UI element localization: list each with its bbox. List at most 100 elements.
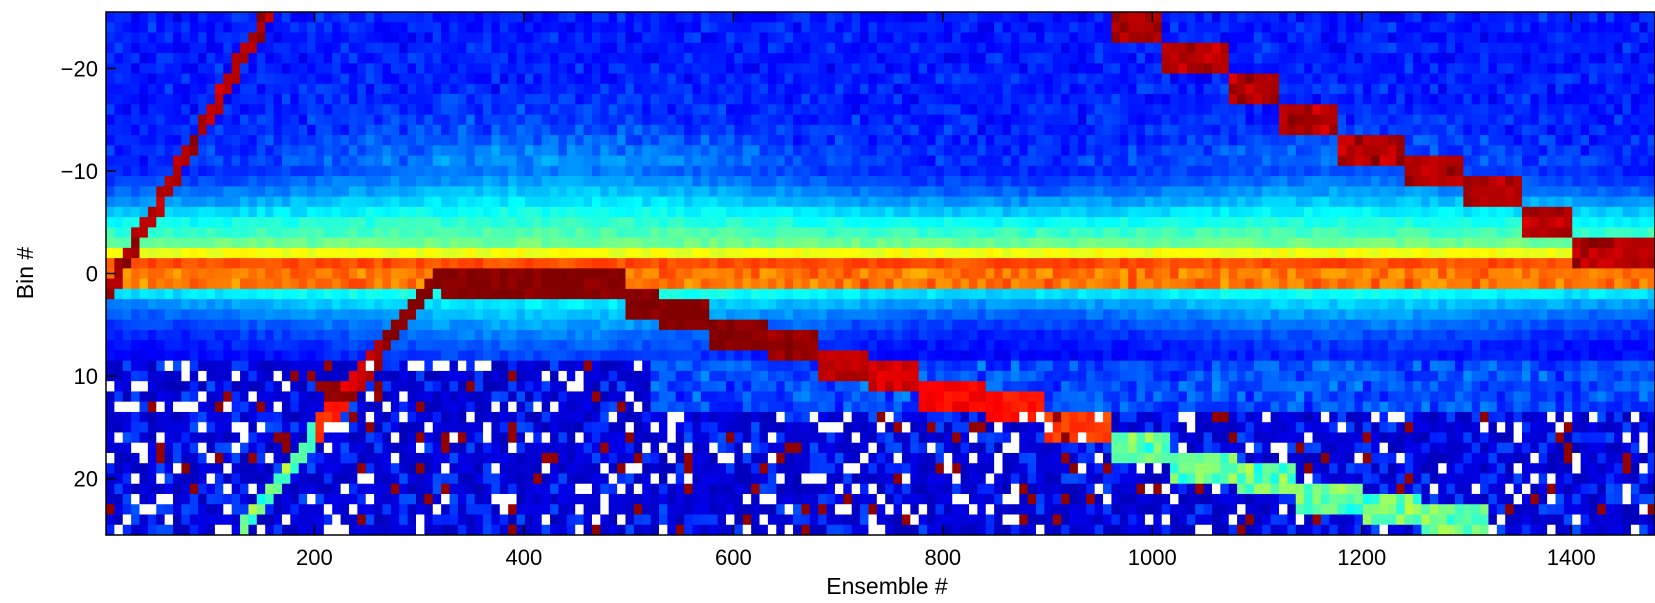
heatmap-cell bbox=[566, 278, 576, 290]
heatmap-cell bbox=[550, 104, 560, 116]
heatmap-cell bbox=[365, 432, 375, 444]
heatmap-cell bbox=[491, 237, 501, 249]
heatmap-cell bbox=[759, 145, 769, 157]
heatmap-cell bbox=[675, 227, 685, 239]
heatmap-cell bbox=[566, 135, 576, 146]
heatmap-cell bbox=[374, 63, 384, 75]
heatmap-cell bbox=[374, 165, 384, 177]
heatmap-cell bbox=[399, 32, 409, 44]
heatmap-cell bbox=[843, 401, 853, 413]
heatmap-cell bbox=[575, 340, 585, 352]
heatmap-cell bbox=[709, 319, 719, 331]
heatmap-cell bbox=[466, 227, 476, 239]
heatmap-cell bbox=[457, 391, 467, 403]
heatmap-cell bbox=[248, 401, 258, 413]
heatmap-cell bbox=[198, 12, 208, 23]
heatmap-cell bbox=[248, 32, 258, 44]
heatmap-cell bbox=[700, 422, 710, 434]
heatmap-cell bbox=[709, 299, 719, 310]
heatmap-cell bbox=[575, 319, 585, 331]
heatmap-cell bbox=[365, 186, 375, 198]
heatmap-cell bbox=[315, 145, 325, 157]
heatmap-cell bbox=[256, 278, 266, 290]
heatmap-cell bbox=[918, 329, 928, 341]
heatmap-cell bbox=[809, 165, 819, 177]
heatmap-cell bbox=[281, 186, 291, 198]
heatmap-cell bbox=[340, 452, 350, 464]
heatmap-cell bbox=[843, 432, 853, 444]
heatmap-cell bbox=[776, 22, 786, 34]
heatmap-cell bbox=[516, 288, 526, 300]
heatmap-cell bbox=[240, 473, 250, 485]
heatmap-cell bbox=[709, 12, 719, 23]
heatmap-cell bbox=[910, 268, 920, 280]
heatmap-cell bbox=[633, 53, 643, 64]
heatmap-cell bbox=[625, 278, 635, 290]
heatmap-cell bbox=[776, 53, 786, 64]
heatmap-cell bbox=[860, 135, 870, 146]
heatmap-cell bbox=[189, 391, 199, 403]
heatmap-cell bbox=[156, 288, 166, 300]
heatmap-cell bbox=[231, 278, 241, 290]
heatmap-cell bbox=[851, 217, 861, 228]
heatmap-cell bbox=[784, 288, 794, 300]
heatmap-cell bbox=[474, 340, 484, 352]
heatmap-cell bbox=[131, 329, 141, 341]
heatmap-cell bbox=[281, 452, 291, 464]
heatmap-cell bbox=[290, 350, 300, 362]
heatmap-cell bbox=[198, 268, 208, 280]
heatmap-cell bbox=[223, 370, 233, 382]
heatmap-cell bbox=[173, 145, 183, 157]
heatmap-cell bbox=[441, 83, 451, 95]
heatmap-cell bbox=[156, 370, 166, 382]
heatmap-cell bbox=[876, 42, 886, 54]
heatmap-cell bbox=[600, 258, 610, 269]
heatmap-cell bbox=[449, 73, 459, 85]
heatmap-cell bbox=[868, 42, 878, 54]
heatmap-cell bbox=[541, 237, 551, 249]
heatmap-cell bbox=[633, 186, 643, 198]
heatmap-cell bbox=[223, 360, 233, 372]
heatmap-cell bbox=[508, 319, 518, 331]
heatmap-cell bbox=[650, 217, 660, 228]
heatmap-cell bbox=[365, 12, 375, 23]
heatmap-cell bbox=[918, 381, 928, 393]
heatmap-cell bbox=[876, 452, 886, 464]
heatmap-cell bbox=[918, 360, 928, 372]
heatmap-cell bbox=[147, 483, 157, 495]
heatmap-cell bbox=[784, 442, 794, 454]
heatmap-cell bbox=[776, 309, 786, 321]
heatmap-cell bbox=[776, 278, 786, 290]
heatmap-cell bbox=[483, 22, 493, 34]
heatmap-cell bbox=[767, 73, 777, 85]
heatmap-cell bbox=[524, 432, 534, 444]
heatmap-cell bbox=[558, 155, 568, 167]
heatmap-cell bbox=[240, 422, 250, 434]
heatmap-cell bbox=[776, 391, 786, 403]
heatmap-cell bbox=[675, 73, 685, 85]
heatmap-cell bbox=[742, 237, 752, 249]
heatmap-cell bbox=[508, 114, 518, 126]
heatmap-cell bbox=[524, 135, 534, 146]
heatmap-cell bbox=[315, 165, 325, 177]
heatmap-cell bbox=[818, 165, 828, 177]
heatmap-cell bbox=[734, 83, 744, 95]
heatmap-cell bbox=[214, 104, 224, 116]
heatmap-cell bbox=[214, 309, 224, 321]
heatmap-cell bbox=[173, 227, 183, 239]
heatmap-cell bbox=[290, 124, 300, 136]
heatmap-cell bbox=[206, 391, 216, 403]
heatmap-cell bbox=[642, 360, 652, 372]
heatmap-cell bbox=[466, 329, 476, 341]
heatmap-cell bbox=[834, 104, 844, 116]
heatmap-cell bbox=[457, 83, 467, 95]
heatmap-cell bbox=[332, 217, 342, 228]
heatmap-cell bbox=[541, 42, 551, 54]
heatmap-cell bbox=[273, 309, 283, 321]
heatmap-cell bbox=[147, 94, 157, 105]
heatmap-cell bbox=[541, 504, 551, 516]
heatmap-cell bbox=[558, 237, 568, 249]
heatmap-cell bbox=[893, 514, 903, 526]
heatmap-cell bbox=[357, 83, 367, 95]
heatmap-cell bbox=[240, 483, 250, 495]
